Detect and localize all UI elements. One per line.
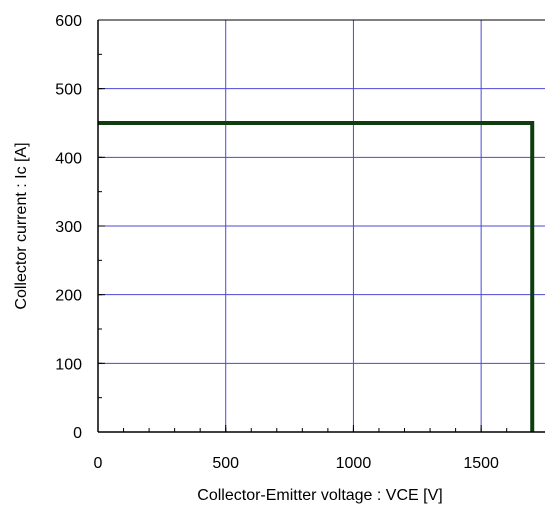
- x-tick-labels: 0 500 1000 1500: [94, 455, 499, 472]
- y-axis-title: Collector current : Ic [A]: [13, 142, 30, 309]
- rbsoa-line: [98, 121, 535, 432]
- y-tick-label: 0: [73, 425, 82, 442]
- x-tick-label: 1000: [336, 455, 372, 472]
- x-axis-title: Collector-Emitter voltage : VCE [V]: [197, 487, 442, 504]
- series-layer: [98, 121, 535, 432]
- x-tick-label: 1500: [463, 455, 499, 472]
- y-tick-label: 400: [55, 150, 82, 167]
- x-tick-label: 500: [212, 455, 239, 472]
- y-tick-label: 200: [55, 288, 82, 305]
- y-tick-label: 100: [55, 356, 82, 373]
- y-tick-label: 600: [55, 13, 82, 30]
- plot-frame: [97, 19, 545, 433]
- y-tick-labels: 0 100 200 300 400 500 600: [55, 13, 82, 442]
- grid-lines: [98, 19, 545, 432]
- y-tick-label: 300: [55, 219, 82, 236]
- x-tick-label: 0: [94, 455, 103, 472]
- y-tick-label: 500: [55, 82, 82, 99]
